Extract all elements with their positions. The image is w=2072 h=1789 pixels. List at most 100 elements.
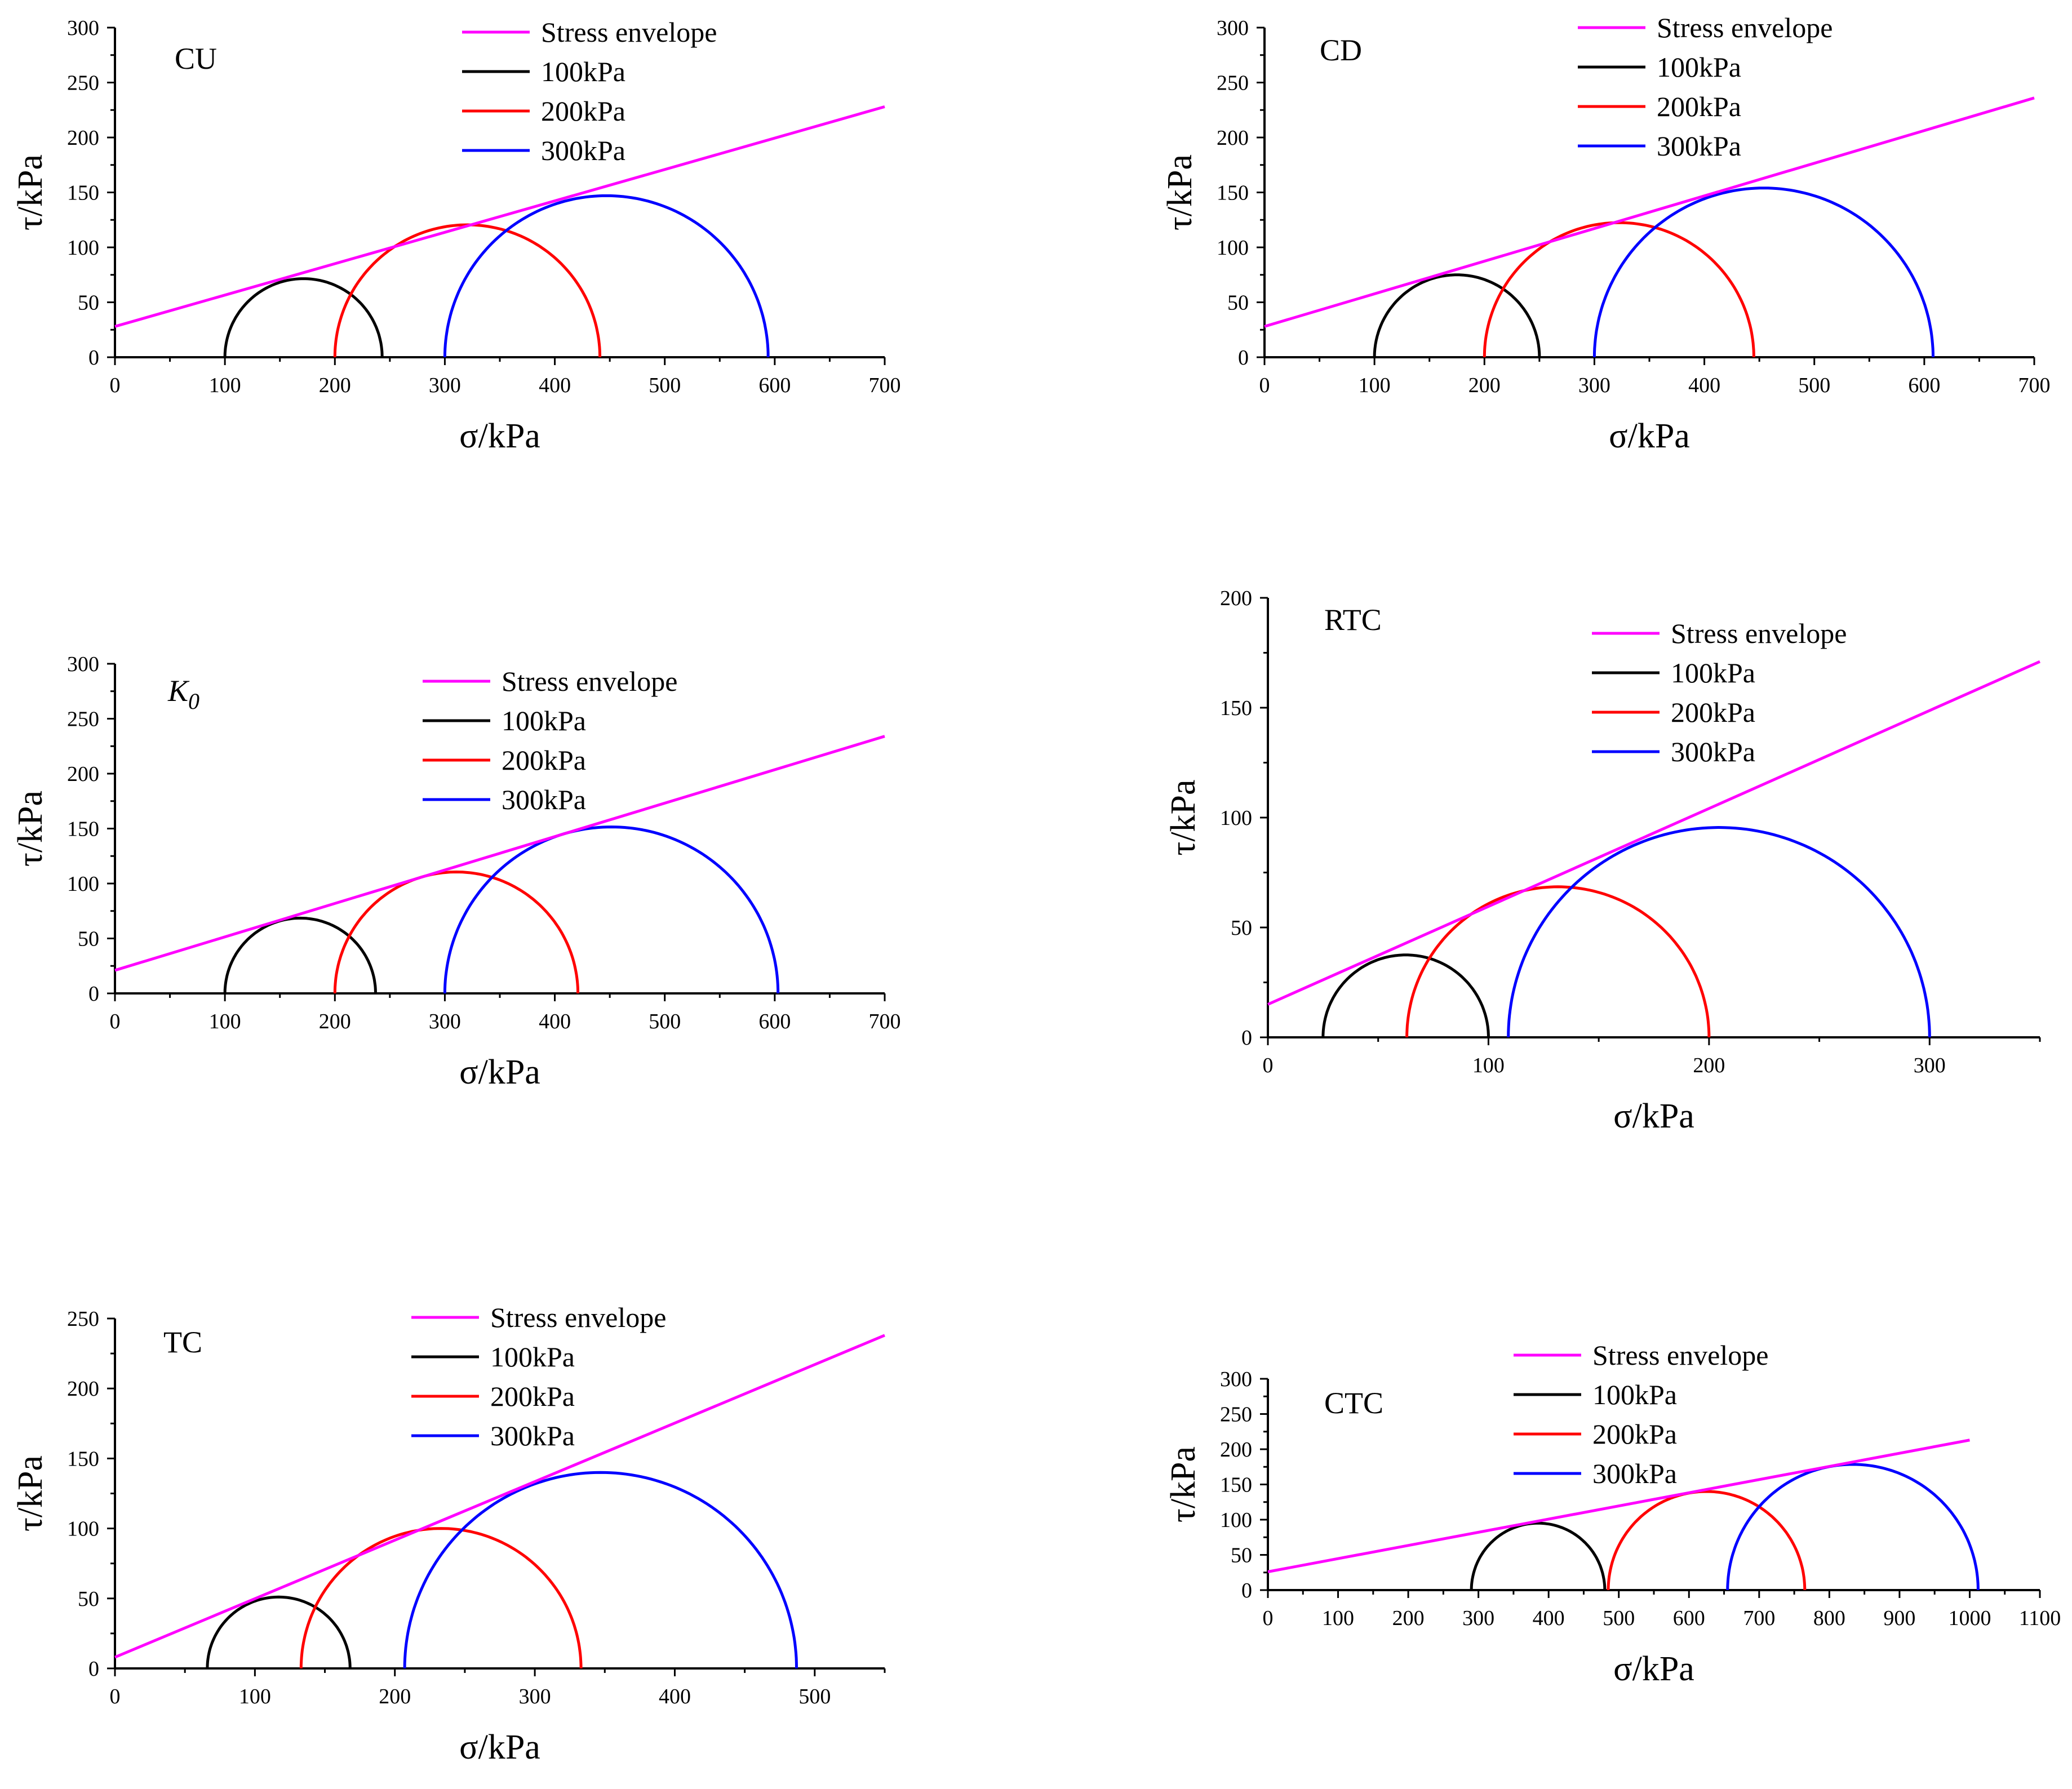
mohr-circle-300kpa (1726, 1463, 1980, 1591)
y-tick-label: 300 (67, 652, 99, 676)
y-tick-label: 150 (1220, 696, 1252, 720)
y-tick-label: 200 (67, 762, 99, 786)
x-tick-label: 500 (1603, 1606, 1635, 1630)
x-axis-label: σ/kPa (1613, 1097, 1694, 1135)
x-tick-label: 300 (1914, 1054, 1946, 1077)
mohr-circle-100kpa (206, 1595, 352, 1669)
y-tick-label: 300 (1217, 16, 1249, 40)
mohr-circle-100kpa (223, 916, 377, 994)
y-tick-label: 0 (1241, 1026, 1252, 1050)
mohr-circle-100kpa (1321, 953, 1490, 1037)
x-tick-label: 100 (239, 1685, 271, 1708)
legend: Stress envelope 100kPa 200kPa 300kPa (423, 665, 677, 815)
y-tick-label: 150 (67, 1447, 99, 1471)
mohr-circle-100kpa (223, 277, 384, 358)
y-tick-label: 150 (1217, 181, 1249, 205)
x-tick-label: 300 (519, 1685, 551, 1708)
y-tick-label: 100 (1217, 236, 1249, 260)
legend: Stress envelope 100kPa 200kPa 300kPa (1592, 618, 1847, 767)
y-axis-label: τ/kPa (11, 791, 50, 867)
panel-label: K0 (167, 674, 199, 714)
legend-label-100kpa: 100kPa (490, 1341, 575, 1373)
mohr-circle-300kpa (403, 1471, 798, 1669)
x-tick-label: 400 (539, 1010, 571, 1033)
panel-cd: 0 100 200 300 400 500 600 700 0 50 100 150 200 250 300… (1161, 12, 2051, 455)
mohr-circle-100kpa (1373, 273, 1541, 358)
x-tick-label: 600 (758, 374, 791, 397)
legend-label-200kpa: 200kPa (1657, 91, 1741, 122)
x-tick-label: 400 (659, 1685, 691, 1708)
x-tick-label: 200 (1392, 1606, 1425, 1630)
legend: Stress envelope 100kPa 200kPa 300kPa (1578, 12, 1833, 162)
x-tick-label: 200 (319, 374, 351, 397)
y-tick-label: 50 (1231, 1544, 1252, 1568)
x-tick-label: 700 (1743, 1606, 1775, 1630)
y-tick-label: 250 (67, 1307, 99, 1331)
legend-label-stress-envelope: Stress envelope (1671, 618, 1847, 649)
legend-label-200kpa: 200kPa (541, 95, 625, 127)
legend-label-300kpa: 300kPa (490, 1420, 575, 1451)
legend-label-100kpa: 100kPa (541, 56, 625, 87)
legend-label-300kpa: 300kPa (1671, 736, 1755, 767)
x-axis-label: σ/kPa (459, 1053, 540, 1091)
x-tick-label: 200 (1693, 1054, 1725, 1077)
legend-label-200kpa: 200kPa (490, 1380, 575, 1412)
legend-label-100kpa: 100kPa (502, 705, 586, 736)
panel-cu: 0 100 200 300 400 500 600 700 0 50 100 150 200 250 300… (11, 16, 901, 455)
x-tick-label: 300 (1578, 374, 1610, 397)
x-tick-label: 0 (110, 1010, 121, 1033)
y-tick-label: 0 (1241, 1579, 1252, 1602)
x-tick-label: 200 (319, 1010, 351, 1033)
x-tick-label: 100 (1359, 374, 1391, 397)
x-tick-label: 600 (1673, 1606, 1705, 1630)
legend-label-300kpa: 300kPa (502, 784, 586, 815)
x-tick-label: 0 (110, 374, 121, 397)
y-tick-label: 200 (1220, 1438, 1252, 1462)
legend: Stress envelope 100kPa 200kPa 300kPa (1514, 1339, 1768, 1489)
y-tick-label: 250 (1217, 72, 1249, 95)
panel-label: CU (175, 42, 217, 76)
legend-label-200kpa: 200kPa (1671, 696, 1755, 728)
x-tick-label: 600 (1908, 374, 1940, 397)
x-tick-label: 300 (429, 1010, 461, 1033)
x-tick-label: 200 (379, 1685, 411, 1708)
mohr-circle-300kpa (443, 825, 780, 994)
y-tick-label: 50 (1231, 916, 1252, 940)
panel-label: RTC (1324, 603, 1382, 637)
legend-label-stress-envelope: Stress envelope (541, 16, 717, 48)
mohr-circle-200kpa (333, 223, 602, 358)
x-tick-label: 400 (539, 374, 571, 397)
y-tick-label: 250 (1220, 1403, 1252, 1427)
mohr-circle-200kpa (299, 1527, 583, 1669)
legend-label-100kpa: 100kPa (1592, 1379, 1677, 1410)
x-tick-label: 1100 (2019, 1606, 2061, 1630)
panel-label-subscript: 0 (188, 689, 199, 714)
mohr-circle-100kpa (1470, 1521, 1607, 1590)
x-tick-label: 500 (798, 1685, 831, 1708)
x-tick-label: 0 (1263, 1606, 1274, 1630)
y-tick-label: 200 (67, 126, 99, 150)
panel-rtc: 0 100 200 300 0 50 100 150 200 σ/kPa τ/kPa RTC Stres… (1164, 587, 2041, 1135)
x-tick-label: 200 (1468, 374, 1501, 397)
y-tick-label: 100 (1220, 1508, 1252, 1532)
x-tick-label: 700 (869, 1010, 901, 1033)
y-axis-label: τ/kPa (1164, 1446, 1203, 1522)
panel-ctc: 0 100 200 300 400 500 600 700 800 900 1000 1100 0 50 1… (1164, 1339, 2061, 1688)
x-tick-label: 0 (1259, 374, 1270, 397)
mohr-circle-300kpa (1507, 825, 1931, 1038)
y-axis-label: τ/kPa (1164, 779, 1203, 855)
x-tick-label: 1000 (1948, 1606, 1991, 1630)
legend-label-100kpa: 100kPa (1671, 657, 1755, 689)
y-tick-label: 50 (78, 927, 99, 951)
y-tick-label: 300 (67, 16, 99, 40)
panel-k0: 0 100 200 300 400 500 600 700 0 50 100 150 200 250 300… (11, 652, 901, 1091)
y-tick-label: 150 (67, 818, 99, 841)
x-tick-label: 500 (649, 374, 681, 397)
x-tick-label: 900 (1883, 1606, 1915, 1630)
panel-label: CTC (1324, 1386, 1383, 1420)
y-tick-label: 200 (1220, 587, 1252, 610)
y-tick-label: 50 (1227, 291, 1249, 315)
x-tick-label: 500 (649, 1010, 681, 1033)
y-tick-label: 0 (88, 346, 99, 370)
